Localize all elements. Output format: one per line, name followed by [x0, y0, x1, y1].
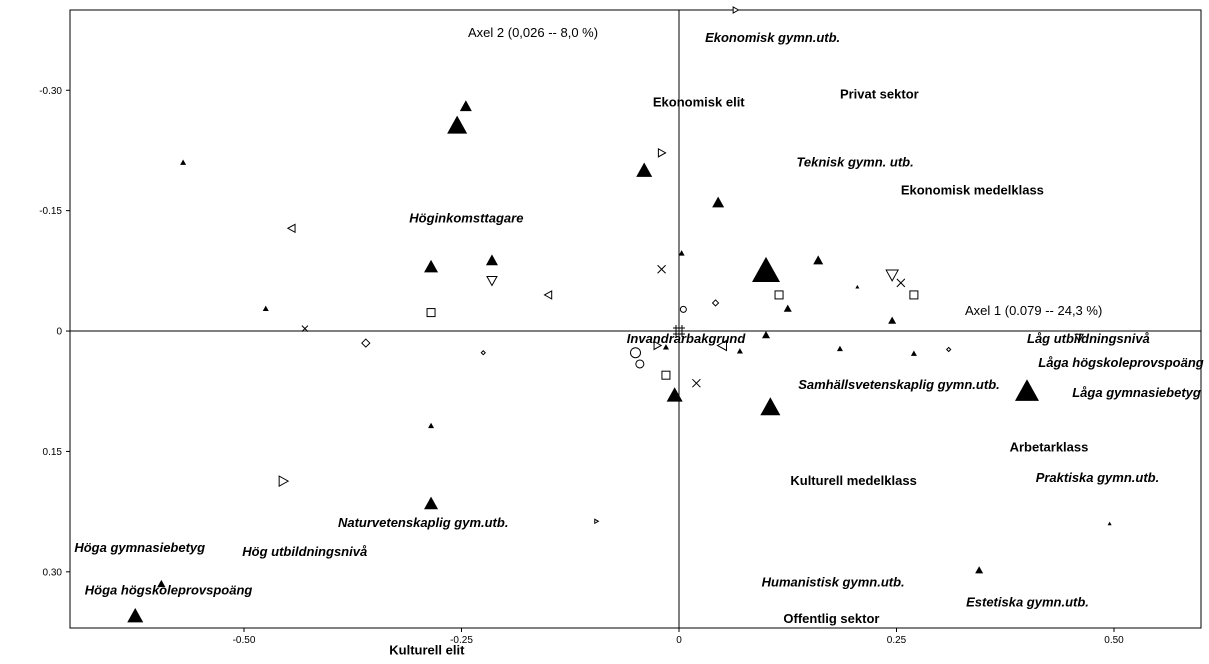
triangle-marker — [736, 348, 743, 354]
triangle-right-marker — [657, 148, 667, 158]
plot-frame — [69, 9, 1202, 629]
triangle-marker — [783, 304, 792, 312]
circle-marker — [635, 359, 645, 369]
triangle-marker — [447, 115, 468, 134]
category-label: Låga högskoleprovspoäng — [1038, 355, 1203, 370]
triangle-marker — [910, 350, 917, 356]
triangle-right-marker — [653, 340, 663, 351]
triangle-marker — [888, 316, 897, 324]
y-tick-label: -0.15 — [39, 206, 62, 217]
diamond-marker — [480, 350, 486, 356]
triangle-marker — [836, 345, 843, 352]
category-label: Låga gymnasiebetyg — [1072, 385, 1201, 400]
triangle-down-marker — [486, 275, 498, 287]
category-label: Privat sektor — [840, 86, 919, 101]
square-marker — [426, 308, 436, 318]
category-label: Höga gymnasiebetyg — [74, 540, 205, 555]
category-label: Arbetarklass — [1010, 439, 1089, 454]
triangle-marker — [180, 159, 187, 165]
category-label: Ekonomisk elit — [653, 94, 745, 109]
triangle-left-marker — [286, 223, 296, 234]
category-label: Estetiska gymn.utb. — [966, 594, 1089, 609]
triangle-marker — [752, 256, 780, 283]
y-tick-label: 0.15 — [43, 447, 63, 458]
diamond-marker — [945, 346, 952, 353]
category-label: Invandrarbakgrund — [627, 331, 747, 346]
category-label: Höga högskoleprovspoäng — [85, 582, 253, 597]
category-labels: Ekonomisk gymn.utb. Ekonomisk elit Privat … — [74, 30, 1203, 657]
triangle-marker — [712, 196, 725, 208]
category-label: Kulturell elit — [389, 642, 465, 657]
category-label: Teknisk gymn. utb. — [796, 155, 913, 170]
cross-marker — [896, 278, 906, 288]
x-axis-title: Axel 1 (0.079 -- 24,3 %) — [965, 303, 1102, 318]
triangle-left-marker — [543, 290, 553, 300]
triangle-marker — [666, 387, 683, 402]
triangle-marker — [662, 344, 669, 350]
category-label: Höginkomsttagare — [409, 211, 523, 226]
square-marker — [774, 290, 784, 300]
category-label: Låg utbildningsnivå — [1027, 331, 1150, 346]
category-label: Ekonomisk medelklass — [901, 183, 1044, 198]
triangle-marker — [813, 255, 824, 265]
cross-marker — [657, 264, 666, 274]
circle-marker — [630, 347, 641, 359]
triangle-right-marker — [278, 475, 290, 487]
triangle-marker — [1015, 379, 1039, 401]
triangle-marker — [485, 254, 498, 266]
cross-marker — [692, 378, 701, 388]
triangle-right-marker — [732, 6, 740, 14]
triangle-marker — [762, 331, 770, 339]
circle-marker — [679, 305, 687, 313]
y-tick-label: 0.30 — [43, 567, 63, 578]
category-label: Naturvetenskaplig gym.utb. — [338, 515, 508, 530]
category-label: Humanistisk gymn.utb. — [762, 574, 905, 589]
triangle-marker — [428, 422, 435, 429]
diamond-marker — [711, 299, 720, 307]
triangle-marker — [424, 496, 439, 510]
triangle-marker — [760, 397, 781, 416]
square-marker — [909, 290, 919, 300]
ticks: -0.50 -0.25 0 0.25 0.50 -0.30 -0.15 0 0.15 0.30 — [39, 86, 1124, 646]
x-tick-label: -0.25 — [450, 635, 473, 646]
triangle-marker — [424, 259, 439, 273]
square-marker — [661, 370, 671, 380]
diamond-marker — [361, 338, 371, 348]
category-label: Ekonomisk gymn.utb. — [705, 30, 840, 45]
triangle-marker — [1107, 521, 1112, 526]
y-axis-title: Axel 2 (0,026 -- 8,0 %) — [468, 25, 598, 40]
x-tick-label: 0 — [676, 635, 682, 646]
category-label: Samhällsvetenskaplig gymn.utb. — [798, 377, 1000, 392]
triangle-right-marker — [594, 518, 600, 525]
y-tick-label: 0 — [56, 327, 62, 338]
y-tick-label: -0.30 — [39, 86, 62, 97]
triangle-marker — [127, 607, 144, 623]
category-label: Hög utbildningsnivå — [242, 544, 367, 559]
triangle-marker — [975, 566, 984, 574]
x-tick-label: 0.50 — [1104, 635, 1124, 646]
triangle-down-marker — [1074, 333, 1085, 343]
triangle-marker — [157, 579, 166, 588]
cross-marker — [301, 325, 309, 332]
triangle-marker — [636, 162, 653, 177]
data-points — [127, 6, 1112, 623]
triangle-marker — [459, 100, 472, 112]
category-label: Praktiska gymn.utb. — [1036, 470, 1160, 485]
triangle-marker — [262, 305, 269, 311]
triangle-left-marker — [716, 339, 727, 352]
category-label: Kulturell medelklass — [790, 473, 916, 488]
category-label: Offentlig sektor — [783, 611, 879, 626]
x-tick-label: 0.25 — [887, 635, 907, 646]
triangle-marker — [855, 284, 860, 289]
hash-marker — [673, 325, 685, 338]
x-tick-label: -0.50 — [233, 635, 256, 646]
triangle-down-marker — [885, 269, 899, 282]
triangle-marker — [678, 250, 685, 256]
